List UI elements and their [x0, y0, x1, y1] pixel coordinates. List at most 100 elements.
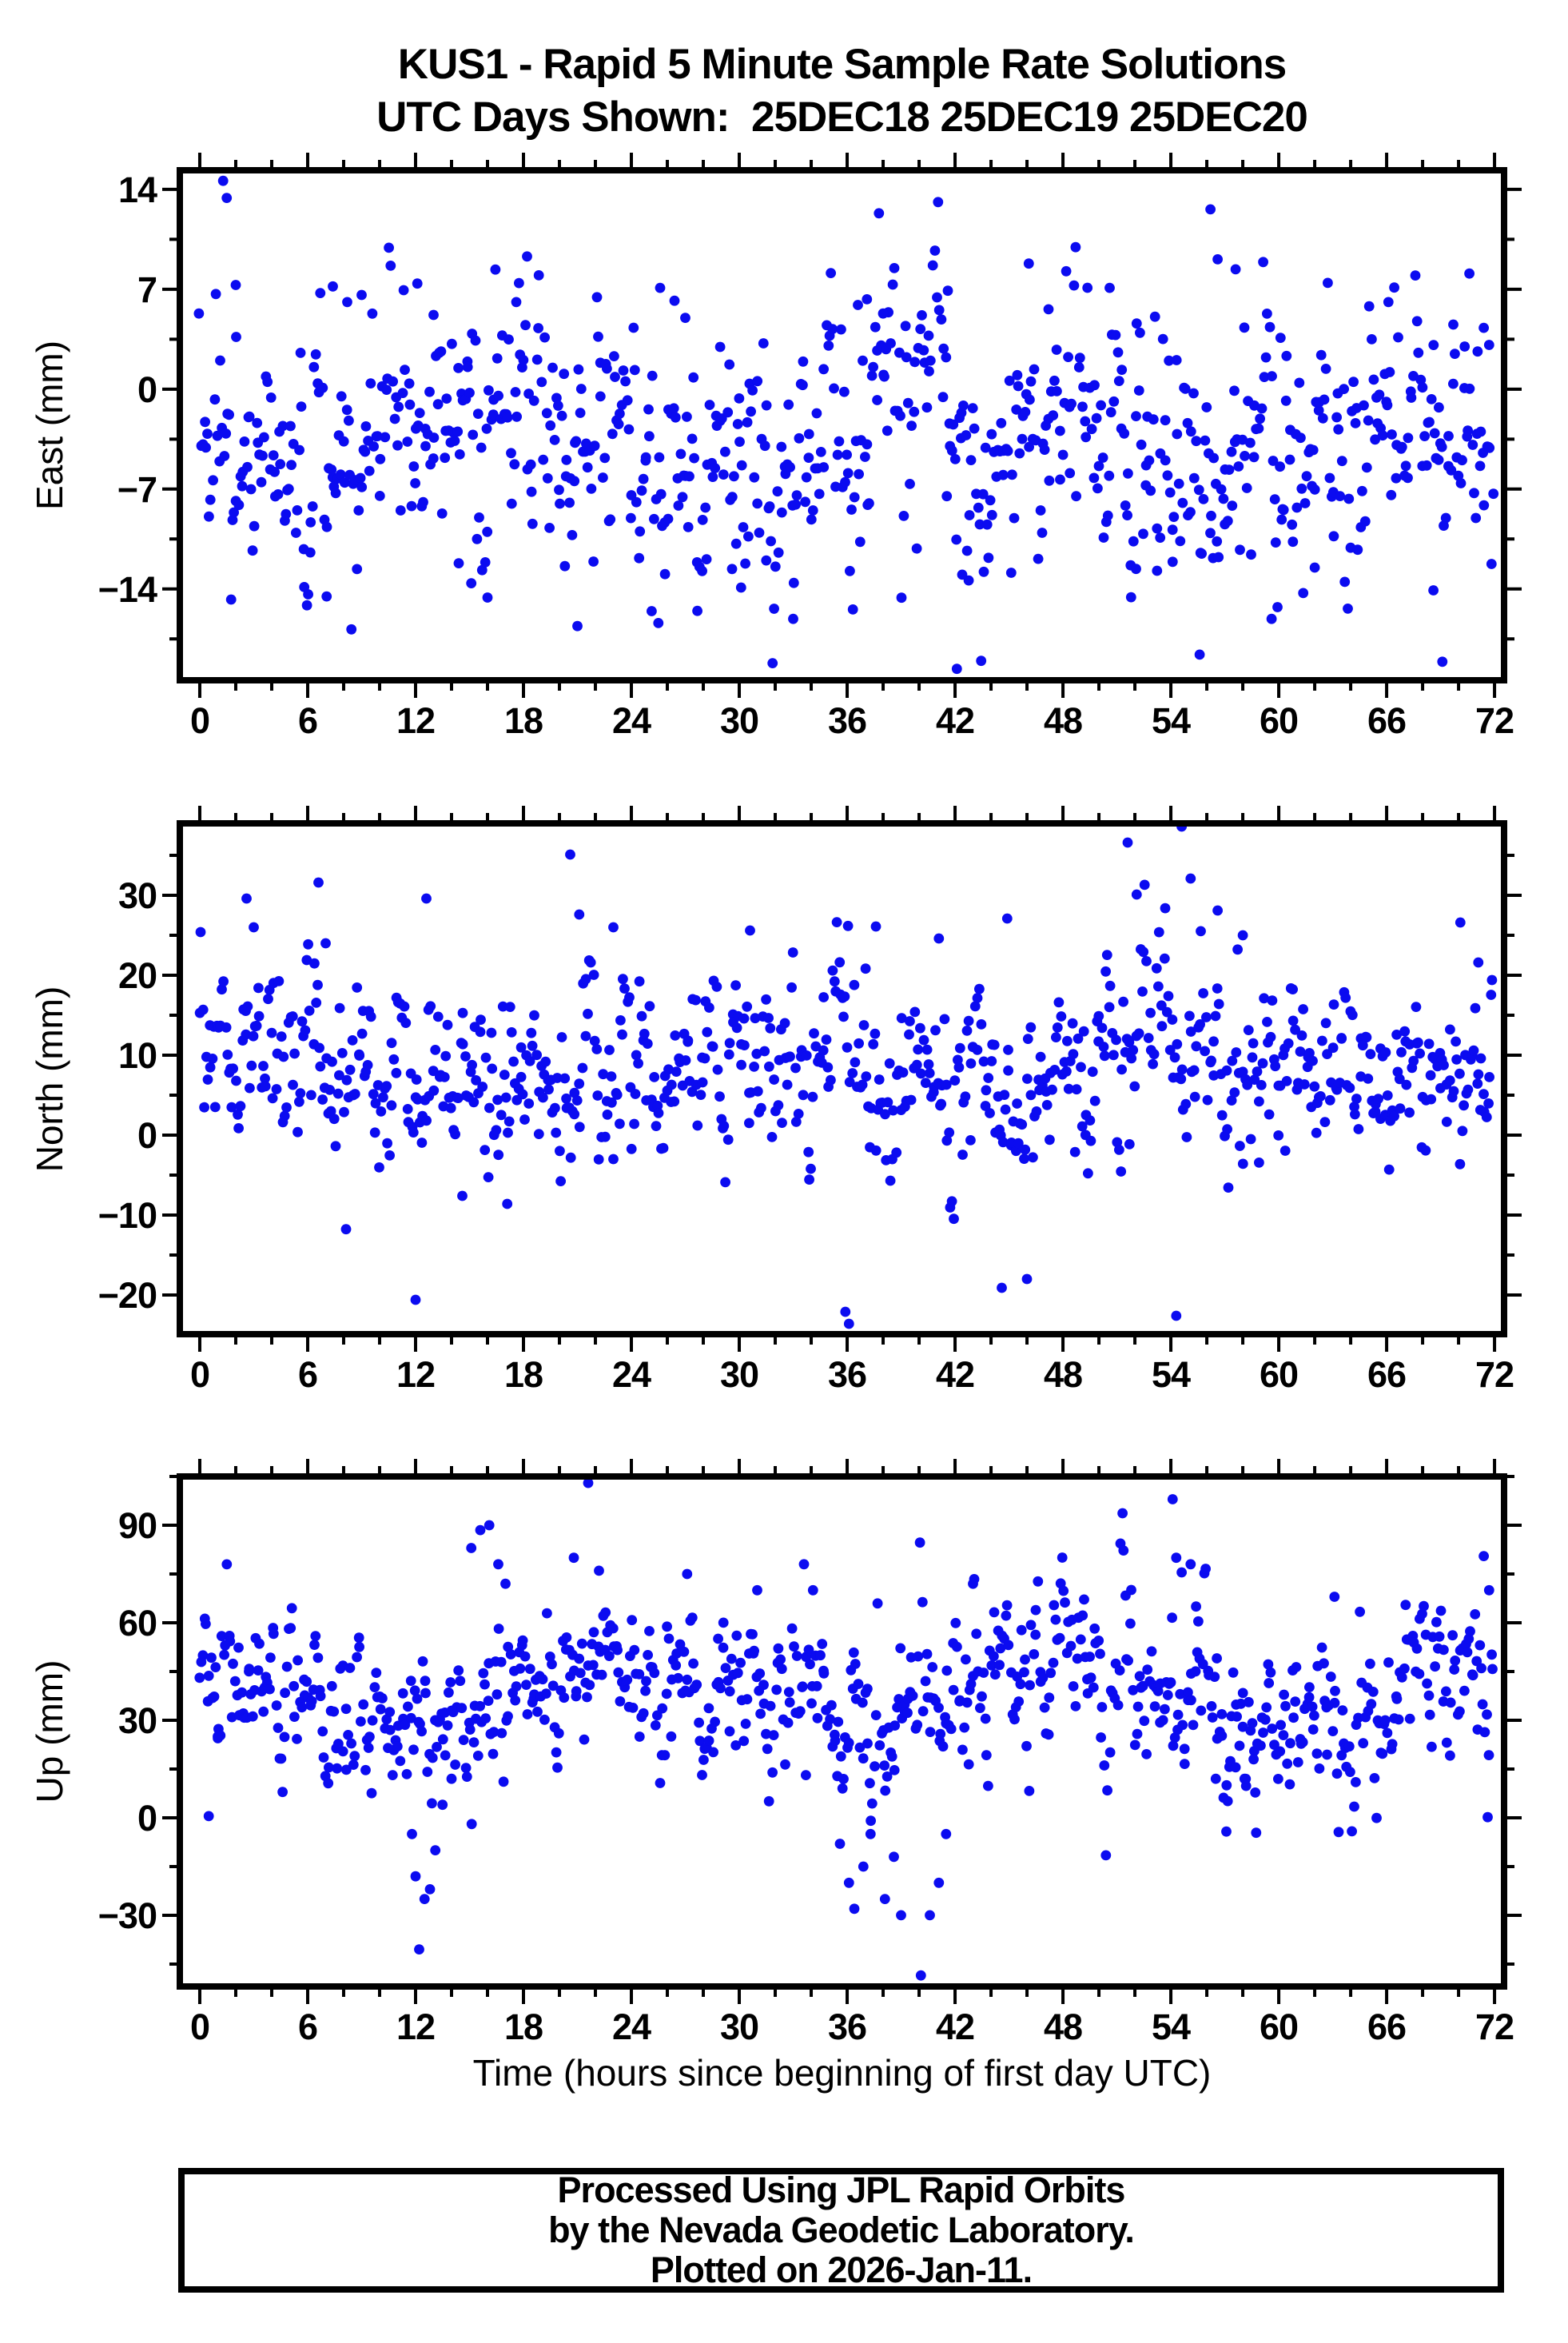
data-point [1475, 426, 1486, 437]
data-point [690, 994, 701, 1006]
data-point-outlier [1167, 1494, 1178, 1504]
data-point [683, 1035, 694, 1046]
data-point [503, 1127, 513, 1138]
data-point [650, 1720, 661, 1731]
data-point [858, 1753, 869, 1764]
data-point [1206, 1055, 1216, 1066]
data-point-outlier [1205, 204, 1216, 215]
data-point [1089, 1095, 1100, 1106]
x-tick-label: 72 [1475, 700, 1514, 741]
data-point [826, 268, 836, 278]
data-point [508, 1056, 519, 1067]
data-point [1363, 1074, 1374, 1084]
data-point [1153, 926, 1164, 938]
data-point [1221, 1826, 1232, 1837]
data-point [1131, 564, 1141, 575]
data-point [1291, 502, 1303, 513]
data-point [764, 501, 775, 512]
data-point [1232, 1711, 1242, 1722]
data-point [1303, 1692, 1315, 1703]
x-tick-label: 18 [504, 700, 543, 741]
data-point [1320, 364, 1331, 374]
data-point-outlier [1021, 1273, 1033, 1285]
data-point [393, 401, 404, 412]
data-point [1324, 1094, 1335, 1106]
data-point-outlier [230, 280, 241, 290]
data-point [1175, 1688, 1186, 1699]
data-point [811, 408, 822, 419]
data-point [1441, 1737, 1452, 1748]
data-point [360, 421, 372, 432]
data-point [1169, 1732, 1180, 1743]
data-point [525, 459, 536, 470]
data-point [1183, 1687, 1193, 1698]
data-point [1391, 472, 1402, 484]
data-point [941, 352, 952, 363]
data-point [722, 407, 734, 418]
data-point [391, 1067, 402, 1078]
data-point [541, 1688, 551, 1699]
data-point [586, 484, 597, 494]
data-point [923, 1059, 934, 1070]
data-point [1433, 455, 1444, 465]
data-point [1061, 265, 1072, 277]
data-point [1352, 544, 1363, 556]
data-point [207, 1054, 218, 1064]
data-point [633, 1058, 643, 1069]
data-point [870, 321, 881, 333]
data-point [1185, 426, 1196, 437]
data-point [375, 453, 386, 464]
data-point [1198, 494, 1209, 504]
data-point [793, 1109, 804, 1119]
data-point [1462, 1647, 1473, 1658]
data-point [315, 288, 326, 298]
data-point [582, 462, 593, 473]
data-point-outlier [217, 175, 229, 186]
data-point [1279, 1689, 1289, 1700]
data-point [823, 341, 834, 351]
data-point [1283, 1038, 1294, 1049]
data-point-outlier [745, 925, 755, 936]
data-point [285, 1623, 296, 1634]
data-point [891, 1147, 902, 1158]
data-point [964, 510, 975, 520]
data-point [785, 1051, 795, 1062]
data-point [1353, 1124, 1364, 1134]
data-point [476, 442, 487, 453]
data-point [969, 1001, 981, 1012]
data-point [1235, 544, 1245, 556]
plot-title: KUS1 - Rapid 5 Minute Sample Rate Soluti… [180, 38, 1504, 144]
data-point [1327, 1042, 1339, 1054]
data-point [786, 982, 797, 993]
data-point [1084, 1115, 1096, 1126]
data-point [404, 399, 416, 410]
data-point-outlier [1239, 1773, 1250, 1784]
data-point [1180, 1098, 1192, 1110]
data-point [654, 452, 665, 463]
data-point [1401, 1079, 1412, 1090]
data-point [296, 1016, 308, 1027]
data-point [370, 1098, 381, 1109]
data-point [605, 514, 616, 525]
data-point [425, 1001, 436, 1012]
data-point [1400, 460, 1411, 472]
data-point [817, 1639, 828, 1649]
data-point [1037, 1672, 1049, 1684]
data-point-outlier [594, 1565, 604, 1576]
data-point [278, 1051, 289, 1062]
data-point [697, 1077, 708, 1088]
data-point [420, 440, 431, 452]
data-point [247, 1711, 258, 1722]
data-point-outlier [878, 308, 889, 319]
data-point [1404, 1107, 1415, 1118]
data-point [1367, 334, 1377, 345]
data-point [801, 472, 812, 483]
data-point [549, 435, 560, 445]
data-point [1463, 425, 1473, 436]
data-point [1195, 1019, 1205, 1030]
data-point [1315, 349, 1327, 361]
data-point-outlier [853, 300, 863, 310]
data-point [1472, 1078, 1483, 1089]
data-point [1244, 1696, 1254, 1707]
